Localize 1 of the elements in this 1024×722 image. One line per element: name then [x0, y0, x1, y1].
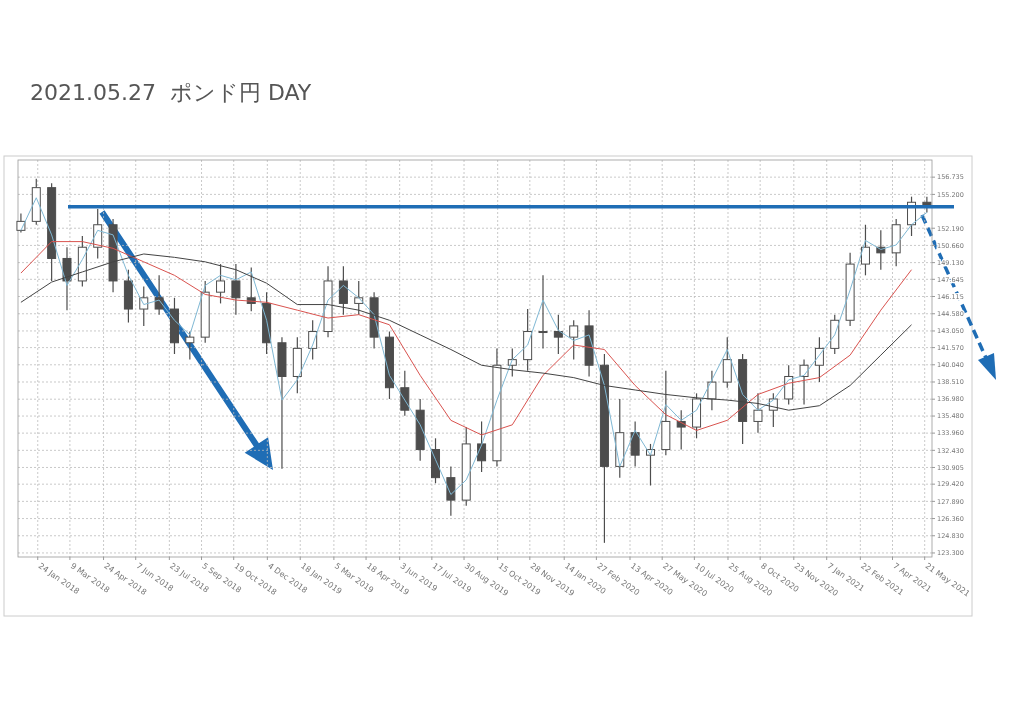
title: 2021.05.27 ポンド円 DAY	[30, 80, 312, 105]
